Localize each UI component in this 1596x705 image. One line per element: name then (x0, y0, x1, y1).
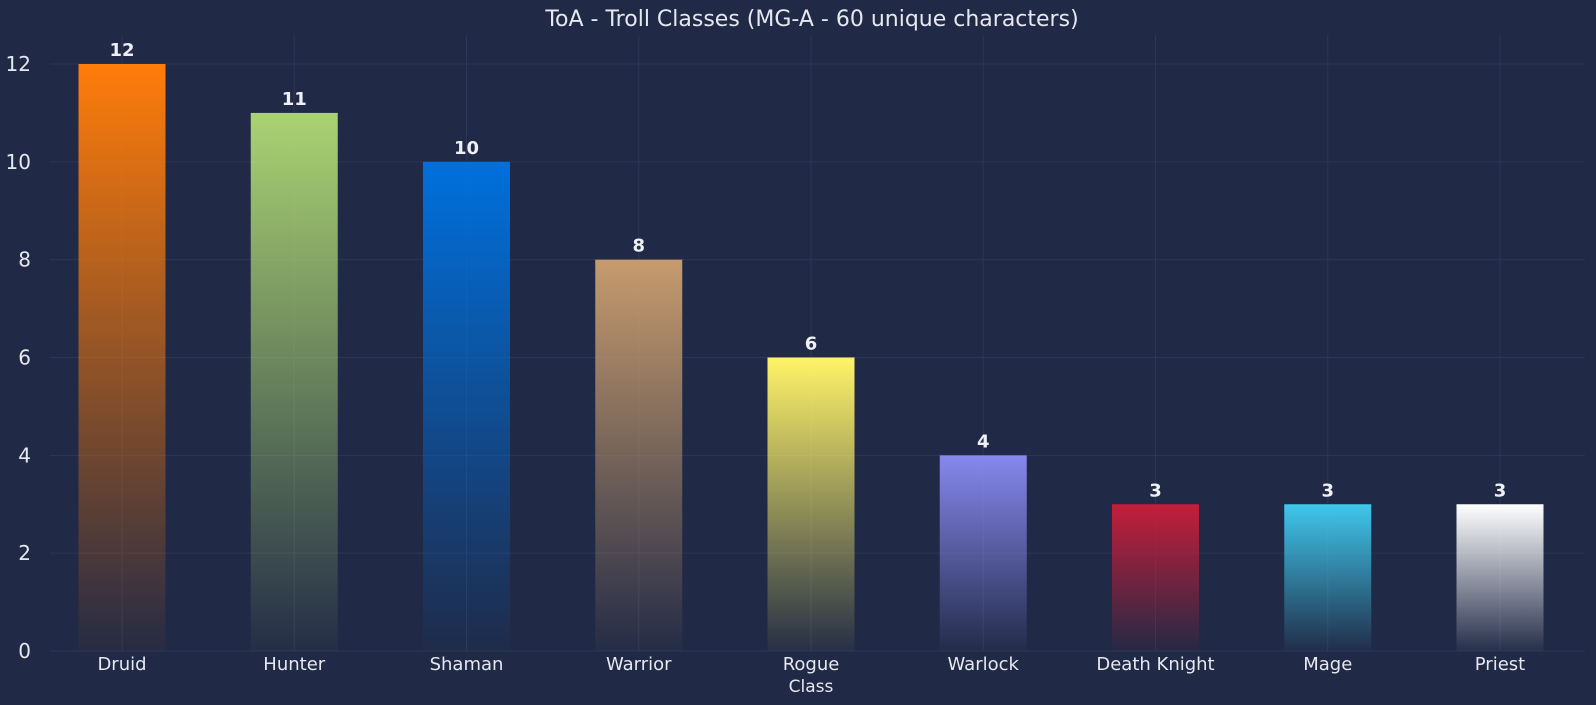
y-tick-label: 12 (6, 52, 31, 76)
bar-shaman (423, 161, 510, 652)
value-label: 8 (632, 236, 645, 257)
x-tick-label: Warrior (606, 654, 672, 675)
value-label: 3 (1321, 480, 1334, 501)
bar-priest (1456, 504, 1544, 651)
x-tick-label: Priest (1475, 654, 1525, 675)
y-tick-label: 8 (18, 248, 31, 272)
chart-title: ToA - Troll Classes (MG-A - 60 unique ch… (544, 7, 1078, 32)
y-tick-label: 2 (18, 541, 31, 565)
bar-death-knight (1112, 504, 1199, 651)
value-label: 12 (109, 40, 134, 61)
y-tick-label: 4 (18, 443, 31, 467)
bars (78, 64, 1544, 652)
y-tick-label: 6 (18, 346, 31, 370)
bar-warlock (939, 455, 1027, 651)
x-tick-label: Druid (97, 654, 146, 675)
x-tick-label: Death Knight (1096, 654, 1214, 675)
bar-warrior (595, 259, 683, 651)
bar-druid (78, 64, 166, 651)
x-tick-label: Shaman (430, 654, 504, 675)
x-axis-ticks: Druid Hunter Shaman Warrior Rogue Warlock Deat… (97, 654, 1525, 675)
value-label: 10 (454, 138, 479, 159)
x-axis-title: Class (789, 677, 834, 697)
value-label: 3 (1494, 480, 1507, 501)
x-tick-label: Rogue (783, 654, 840, 675)
bar-mage (1284, 504, 1372, 651)
value-label: 4 (977, 431, 990, 452)
bar-rogue (767, 357, 855, 651)
value-label: 11 (282, 89, 307, 110)
x-tick-label: Warlock (948, 654, 1020, 675)
bar-hunter (250, 112, 338, 651)
x-tick-label: Mage (1303, 654, 1352, 675)
x-tick-label: Hunter (263, 654, 325, 675)
value-label: 6 (805, 334, 818, 355)
y-tick-label: 0 (18, 639, 31, 663)
y-axis-ticks: 0 2 4 6 8 10 12 (6, 52, 31, 663)
value-label: 3 (1149, 480, 1162, 501)
y-tick-label: 10 (6, 150, 31, 174)
value-labels: 12 11 10 8 6 4 3 3 3 (109, 40, 1506, 501)
